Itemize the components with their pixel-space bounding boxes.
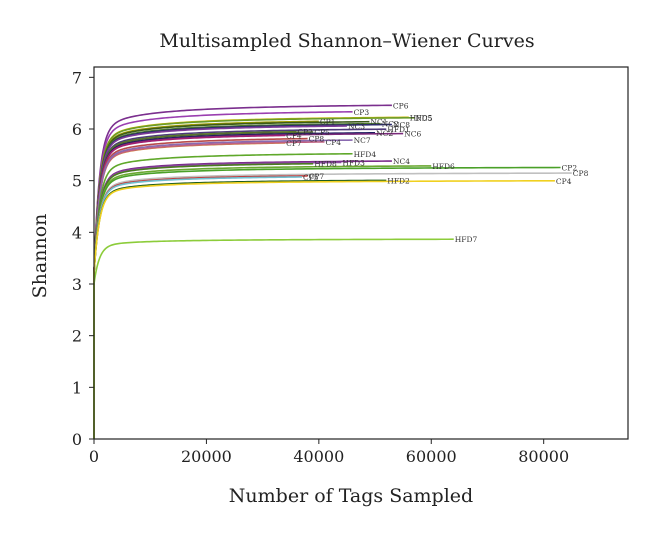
curve-label-nc2: NC2 <box>382 120 399 129</box>
x-tick-label: 20000 <box>181 447 232 466</box>
curve-label-cp2: CP2 <box>562 164 578 173</box>
y-tick-label: 3 <box>72 275 82 294</box>
x-tick-label: 0 <box>89 447 99 466</box>
curve-label-hfd1: HFD1 <box>387 125 410 134</box>
curve-label-cp5: CP5 <box>303 173 319 182</box>
y-tick-label: 2 <box>72 327 82 346</box>
curve-label-hfd6: HFD6 <box>432 162 455 171</box>
curve-label-cp3: CP3 <box>354 108 370 117</box>
curve-label-nc6: NC6 <box>404 130 421 139</box>
curve-label-hfd2: HFD2 <box>387 176 410 185</box>
x-axis: 0 20000 40000 60000 80000 <box>89 439 569 466</box>
curve-hfd3 <box>93 161 342 439</box>
y-tick-label: 4 <box>72 223 82 242</box>
curve-label-cp4: CP4 <box>325 138 341 147</box>
curve-label-nc2: NC2 <box>376 129 393 138</box>
curve-hfd4 <box>93 152 353 439</box>
curve-cp2 <box>93 166 561 439</box>
curve-label-cp2: CP2 <box>297 128 313 137</box>
plot-frame <box>93 66 629 440</box>
y-axis: 0 1 2 3 4 5 6 7 <box>72 68 94 449</box>
y-tick-label: 0 <box>72 430 82 449</box>
curve-label-cp5: CP5 <box>314 128 330 137</box>
curve-label-hfd7: HFD7 <box>455 235 478 244</box>
curve-hfd6 <box>93 165 432 439</box>
curve-label-nc5: NC5 <box>415 114 432 123</box>
curve-nc7 <box>93 139 353 439</box>
curve-cp8 <box>93 172 572 439</box>
curve-label-nc1: NC1 <box>370 118 387 127</box>
chart-title: Multisampled Shannon–Wiener Curves <box>159 30 534 52</box>
curve-hfd8 <box>93 162 314 439</box>
curve-cp7 <box>93 175 308 439</box>
curve-label-nc8: NC8 <box>393 121 410 130</box>
curve-label-cp1: CP1 <box>320 117 336 126</box>
curve-label-hfd5: HFD5 <box>410 113 433 122</box>
x-tick-label: 40000 <box>293 447 344 466</box>
curve-label-cp4: CP4 <box>556 177 572 186</box>
curve-cp4 <box>93 179 555 439</box>
curve-hfd2 <box>93 179 387 439</box>
curve-hfd7 <box>93 238 454 439</box>
curve-label-cp4: CP4 <box>286 131 302 140</box>
curve-nc2 <box>93 122 381 439</box>
curve-label-cp8: CP8 <box>309 135 325 144</box>
curve-label-hfd4: HFD4 <box>354 150 377 159</box>
x-tick-label: 80000 <box>518 447 569 466</box>
curve-label-nc7: NC7 <box>354 136 371 145</box>
y-tick-label: 1 <box>72 378 82 397</box>
y-tick-label: 6 <box>72 120 82 139</box>
curve-label-cp6: CP6 <box>393 101 409 110</box>
curve-nc4 <box>93 160 392 439</box>
curve-label-cp8: CP8 <box>573 169 589 178</box>
curve-label-cp7: CP7 <box>286 139 302 148</box>
curve-nc2 <box>93 132 376 439</box>
x-axis-label: Number of Tags Sampled <box>229 485 473 507</box>
curve-label-nc4: NC4 <box>393 157 410 166</box>
curve-nc8 <box>93 123 392 439</box>
curve-label-hfd8: HFD8 <box>314 160 337 169</box>
curve-label-cp7: CP7 <box>309 172 325 181</box>
y-axis-label: Shannon <box>29 214 51 299</box>
curve-label-hfd3: HFD3 <box>342 158 365 167</box>
curve-layer <box>93 104 572 439</box>
x-tick-label: 60000 <box>406 447 457 466</box>
y-axis-label-group: Shannon <box>29 214 51 299</box>
y-tick-label: 7 <box>72 68 82 87</box>
curve-label-nc3: NC3 <box>348 122 365 131</box>
y-tick-label: 5 <box>72 172 82 191</box>
curve-cp5 <box>93 176 302 439</box>
